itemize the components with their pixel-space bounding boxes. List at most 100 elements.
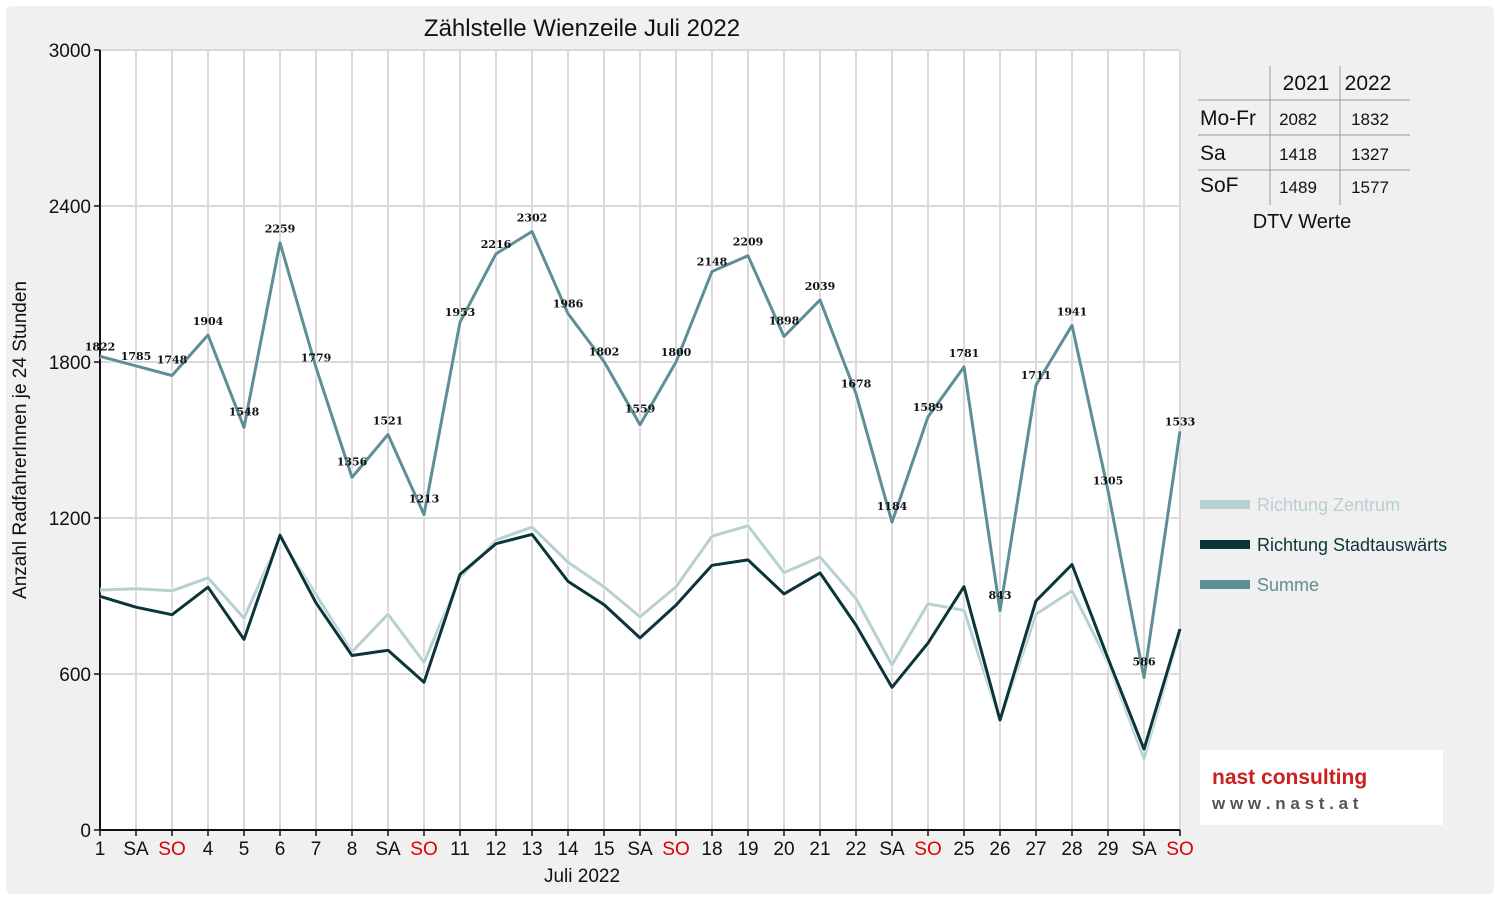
dtv-row-label-sof: SoF bbox=[1200, 174, 1239, 197]
x-tick-label: SA bbox=[375, 839, 401, 860]
data-label: 2039 bbox=[805, 280, 836, 293]
data-label: 1305 bbox=[1093, 475, 1124, 488]
x-tick-label: 5 bbox=[239, 839, 250, 860]
data-label: 1678 bbox=[841, 378, 872, 391]
x-tick-label: SO bbox=[158, 839, 185, 860]
y-tick-label: 2400 bbox=[49, 197, 91, 218]
data-label: 1898 bbox=[769, 315, 800, 328]
x-tick-label: 14 bbox=[557, 839, 579, 860]
data-label: 2302 bbox=[517, 211, 548, 224]
nast-consulting-logo: nast consulting w w w . n a s t . a t bbox=[1200, 750, 1443, 825]
dtv-cell-sof-2022: 1577 bbox=[1351, 178, 1389, 197]
x-tick-label: SA bbox=[1131, 839, 1157, 860]
y-tick-label: 600 bbox=[59, 665, 91, 686]
y-axis-label: Anzahl RadfahrerInnen je 24 Stunden bbox=[10, 281, 31, 599]
data-label: 1548 bbox=[229, 406, 260, 419]
legend: Richtung Zentrum Richtung Stadtauswärts … bbox=[1200, 495, 1447, 595]
dtv-cell-mofr-2022: 1832 bbox=[1351, 110, 1389, 129]
x-tick-label: 22 bbox=[845, 839, 866, 860]
data-label: 1822 bbox=[85, 340, 116, 353]
x-tick-label: 11 bbox=[450, 839, 470, 860]
series-line-stadtauswaerts bbox=[99, 532, 1182, 751]
dtv-caption: DTV Werte bbox=[1253, 211, 1352, 233]
legend-swatch-zentrum bbox=[1200, 500, 1250, 509]
dtv-cell-sa-2021: 1418 bbox=[1279, 145, 1317, 164]
x-tick-label: SA bbox=[627, 839, 653, 860]
x-tick-label: 18 bbox=[701, 839, 722, 860]
data-label: 1953 bbox=[445, 306, 476, 319]
dtv-cell-mofr-2021: 2082 bbox=[1279, 110, 1317, 129]
dtv-header-2021: 2021 bbox=[1283, 72, 1330, 95]
data-label: 1800 bbox=[661, 346, 692, 359]
legend-label-stadtauswaerts: Richtung Stadtauswärts bbox=[1257, 535, 1447, 555]
legend-swatch-stadtauswaerts bbox=[1200, 540, 1250, 549]
x-tick-label: 7 bbox=[311, 839, 322, 860]
data-labels: 1822 1785 1748 1904 1548 2259 1779 1356 1521 1213… bbox=[85, 211, 1196, 668]
data-label: 1785 bbox=[121, 350, 152, 363]
x-tick-label: SA bbox=[879, 839, 905, 860]
data-label: 1559 bbox=[625, 403, 656, 416]
logo-name: nast consulting bbox=[1212, 766, 1367, 789]
x-tick-label: 15 bbox=[593, 839, 614, 860]
data-label: 843 bbox=[989, 589, 1012, 602]
x-tick-label: 21 bbox=[809, 839, 830, 860]
x-tick-label: 28 bbox=[1061, 839, 1082, 860]
data-label: 1521 bbox=[373, 415, 404, 428]
data-label: 586 bbox=[1133, 656, 1156, 669]
data-label: 1213 bbox=[409, 493, 440, 506]
x-tick-label: 4 bbox=[203, 839, 214, 860]
y-tick-label: 3000 bbox=[49, 41, 91, 62]
y-tick-label: 1200 bbox=[49, 509, 91, 530]
x-tick-label: 1 bbox=[95, 839, 106, 860]
x-tick-label: SO bbox=[410, 839, 437, 860]
x-tick-label: SO bbox=[1166, 839, 1193, 860]
x-tick-label: 26 bbox=[989, 839, 1010, 860]
dtv-row-label-sa: Sa bbox=[1200, 142, 1226, 165]
dtv-cell-sa-2022: 1327 bbox=[1351, 145, 1389, 164]
data-label: 1184 bbox=[877, 500, 908, 513]
data-label: 2148 bbox=[697, 256, 728, 269]
data-label: 1802 bbox=[589, 345, 620, 358]
data-label: 1779 bbox=[301, 351, 332, 364]
series-lines bbox=[99, 228, 1183, 762]
data-label: 1589 bbox=[913, 401, 944, 414]
x-tick-label: 19 bbox=[737, 839, 758, 860]
data-label: 1941 bbox=[1057, 305, 1088, 318]
x-tick-label: 29 bbox=[1097, 839, 1118, 860]
x-tick-label: 13 bbox=[521, 839, 542, 860]
x-tick-label: 12 bbox=[485, 839, 506, 860]
dtv-cell-sof-2021: 1489 bbox=[1279, 178, 1317, 197]
data-label: 2259 bbox=[265, 223, 296, 236]
legend-label-zentrum: Richtung Zentrum bbox=[1257, 495, 1400, 515]
x-tick-label: 20 bbox=[773, 839, 794, 860]
x-tick-label: SO bbox=[914, 839, 941, 860]
x-tick-label: 8 bbox=[347, 839, 358, 860]
legend-label-summe: Summe bbox=[1257, 575, 1319, 595]
dtv-table: 2021 2022 Mo-Fr 2082 1832 Sa 1418 1327 S… bbox=[1198, 66, 1410, 233]
data-label: 1904 bbox=[193, 315, 224, 328]
series-line-summe bbox=[99, 230, 1182, 680]
dtv-header-2022: 2022 bbox=[1345, 72, 1392, 95]
x-tick-label: 25 bbox=[953, 839, 974, 860]
data-label: 2209 bbox=[733, 236, 764, 249]
logo-url: w w w . n a s t . a t bbox=[1211, 794, 1359, 813]
dtv-row-label-mofr: Mo-Fr bbox=[1200, 107, 1256, 130]
data-label: 1533 bbox=[1165, 415, 1196, 428]
data-label: 2216 bbox=[481, 238, 512, 251]
chart-title: Zählstelle Wienzeile Juli 2022 bbox=[424, 15, 740, 42]
data-label: 1781 bbox=[949, 347, 980, 360]
x-tick-label: 6 bbox=[275, 839, 286, 860]
x-tick-label: 27 bbox=[1025, 839, 1046, 860]
y-tick-label: 0 bbox=[80, 821, 91, 842]
data-label: 1356 bbox=[337, 455, 368, 468]
grid bbox=[100, 49, 1181, 830]
data-label: 1986 bbox=[553, 298, 584, 311]
y-tick-label: 1800 bbox=[49, 353, 91, 374]
x-tick-label: SA bbox=[123, 839, 149, 860]
legend-swatch-summe bbox=[1200, 580, 1250, 589]
x-tick-label: SO bbox=[662, 839, 689, 860]
data-label: 1748 bbox=[157, 354, 188, 367]
data-label: 1711 bbox=[1021, 369, 1052, 382]
